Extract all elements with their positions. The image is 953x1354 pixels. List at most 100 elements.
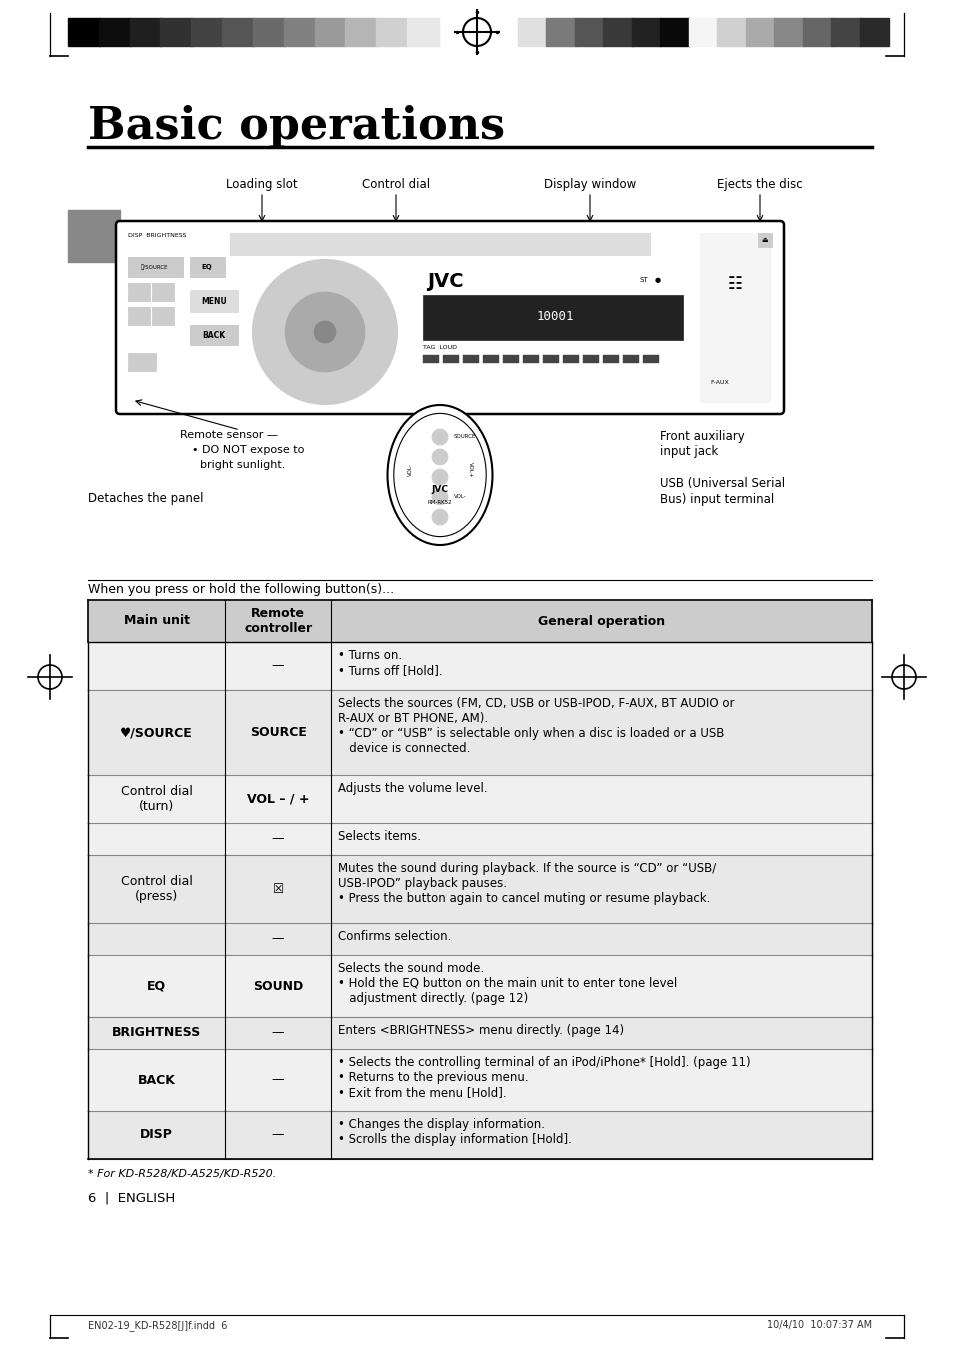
Bar bbox=[128, 283, 150, 301]
Text: DISP: DISP bbox=[140, 1128, 172, 1141]
Bar bbox=[415, 260, 695, 385]
Bar bbox=[88, 1049, 871, 1112]
Text: * For KD-R528/KD-A525/KD-R520.: * For KD-R528/KD-A525/KD-R520. bbox=[88, 1169, 276, 1179]
Bar bbox=[582, 355, 598, 363]
Bar bbox=[659, 18, 689, 46]
Text: Basic operations: Basic operations bbox=[88, 106, 504, 148]
Text: Mutes the sound during playback. If the source is “CD” or “USB/
USB-IPOD” playba: Mutes the sound during playback. If the … bbox=[337, 862, 716, 904]
Bar bbox=[622, 355, 639, 363]
Text: ♥/SOURCE: ♥/SOURCE bbox=[120, 726, 193, 739]
Bar bbox=[68, 18, 100, 46]
Bar bbox=[88, 1112, 871, 1159]
Text: Bus) input terminal: Bus) input terminal bbox=[659, 493, 774, 506]
Circle shape bbox=[432, 429, 448, 445]
Text: EN02-19_KD-R528[J]f.indd  6: EN02-19_KD-R528[J]f.indd 6 bbox=[88, 1320, 227, 1331]
Bar bbox=[482, 355, 498, 363]
Text: General operation: General operation bbox=[537, 615, 664, 627]
Bar bbox=[128, 307, 150, 325]
Text: RM-RK52: RM-RK52 bbox=[427, 501, 452, 505]
Text: —: — bbox=[272, 1128, 284, 1141]
Text: —: — bbox=[272, 659, 284, 673]
Text: Selects items.: Selects items. bbox=[337, 830, 420, 844]
Bar bbox=[462, 355, 478, 363]
Text: SOURCE: SOURCE bbox=[250, 726, 306, 739]
Bar bbox=[88, 1017, 871, 1049]
Bar bbox=[99, 18, 131, 46]
Text: USB (Universal Serial: USB (Universal Serial bbox=[659, 477, 784, 490]
Bar bbox=[88, 642, 871, 691]
Text: Enters <BRIGHTNESS> menu directly. (page 14): Enters <BRIGHTNESS> menu directly. (page… bbox=[337, 1024, 623, 1037]
Text: MENU: MENU bbox=[201, 297, 227, 306]
Bar bbox=[745, 18, 775, 46]
Text: • Changes the display information.
• Scrolls the display information [Hold].: • Changes the display information. • Scr… bbox=[337, 1118, 571, 1145]
Circle shape bbox=[253, 260, 396, 403]
Bar bbox=[230, 233, 649, 255]
Text: Ejects the disc: Ejects the disc bbox=[717, 177, 802, 191]
Circle shape bbox=[432, 489, 448, 505]
Bar bbox=[222, 18, 253, 46]
Bar bbox=[575, 18, 604, 46]
Bar bbox=[88, 691, 871, 774]
Circle shape bbox=[314, 321, 335, 343]
FancyBboxPatch shape bbox=[116, 221, 783, 414]
Text: • Turns on.
• Turns off [Hold].: • Turns on. • Turns off [Hold]. bbox=[337, 649, 442, 677]
Text: TAG  LOUD: TAG LOUD bbox=[422, 345, 456, 349]
Text: ☷: ☷ bbox=[727, 275, 741, 292]
Text: Detaches the panel: Detaches the panel bbox=[88, 492, 203, 505]
Text: VOL-: VOL- bbox=[454, 494, 466, 500]
Text: Adjusts the volume level.: Adjusts the volume level. bbox=[337, 783, 487, 795]
Text: Front auxiliary: Front auxiliary bbox=[659, 431, 744, 443]
Bar bbox=[253, 18, 285, 46]
Bar bbox=[88, 600, 871, 642]
Text: Selects the sources (FM, CD, USB or USB-IPOD, F-AUX, BT AUDIO or
R-AUX or BT PHO: Selects the sources (FM, CD, USB or USB-… bbox=[337, 697, 734, 756]
Bar bbox=[422, 355, 438, 363]
Bar bbox=[546, 18, 576, 46]
Text: JVC: JVC bbox=[431, 486, 448, 494]
Text: BACK: BACK bbox=[137, 1074, 175, 1086]
Bar bbox=[631, 18, 660, 46]
Bar bbox=[502, 355, 518, 363]
Bar bbox=[345, 18, 377, 46]
Text: 6  |  ENGLISH: 6 | ENGLISH bbox=[88, 1192, 175, 1204]
Text: —: — bbox=[272, 933, 284, 945]
Bar bbox=[717, 18, 746, 46]
Bar bbox=[88, 923, 871, 955]
Bar bbox=[190, 290, 237, 311]
Bar bbox=[688, 18, 718, 46]
Bar bbox=[88, 823, 871, 854]
Text: VOL-: VOL- bbox=[407, 463, 412, 477]
Bar bbox=[88, 955, 871, 1017]
Bar bbox=[758, 233, 771, 246]
Bar bbox=[190, 257, 225, 278]
Text: Display window: Display window bbox=[543, 177, 636, 191]
Bar bbox=[190, 325, 237, 345]
Text: F-AUX: F-AUX bbox=[709, 380, 728, 385]
Circle shape bbox=[432, 468, 448, 485]
Bar bbox=[160, 18, 193, 46]
Bar bbox=[859, 18, 888, 46]
Bar bbox=[192, 18, 223, 46]
Bar bbox=[128, 353, 156, 371]
Bar bbox=[801, 18, 831, 46]
Bar bbox=[284, 18, 315, 46]
Text: —: — bbox=[272, 1074, 284, 1086]
Bar bbox=[128, 257, 183, 278]
Text: VOL+: VOL+ bbox=[467, 462, 472, 478]
Text: Main unit: Main unit bbox=[124, 615, 190, 627]
Text: ⏻/SOURCE: ⏻/SOURCE bbox=[141, 264, 169, 269]
Text: BACK: BACK bbox=[202, 330, 225, 340]
Bar bbox=[88, 774, 871, 823]
Bar bbox=[642, 355, 659, 363]
Bar bbox=[830, 18, 860, 46]
Bar bbox=[375, 18, 408, 46]
Bar bbox=[602, 18, 632, 46]
Text: EQ: EQ bbox=[147, 979, 166, 992]
Text: ☒: ☒ bbox=[273, 883, 283, 895]
Text: Confirms selection.: Confirms selection. bbox=[337, 930, 451, 942]
Bar bbox=[152, 307, 173, 325]
Bar bbox=[773, 18, 802, 46]
Bar bbox=[407, 18, 438, 46]
Text: ⏏: ⏏ bbox=[760, 237, 767, 242]
Bar bbox=[68, 210, 120, 263]
Bar bbox=[130, 18, 161, 46]
